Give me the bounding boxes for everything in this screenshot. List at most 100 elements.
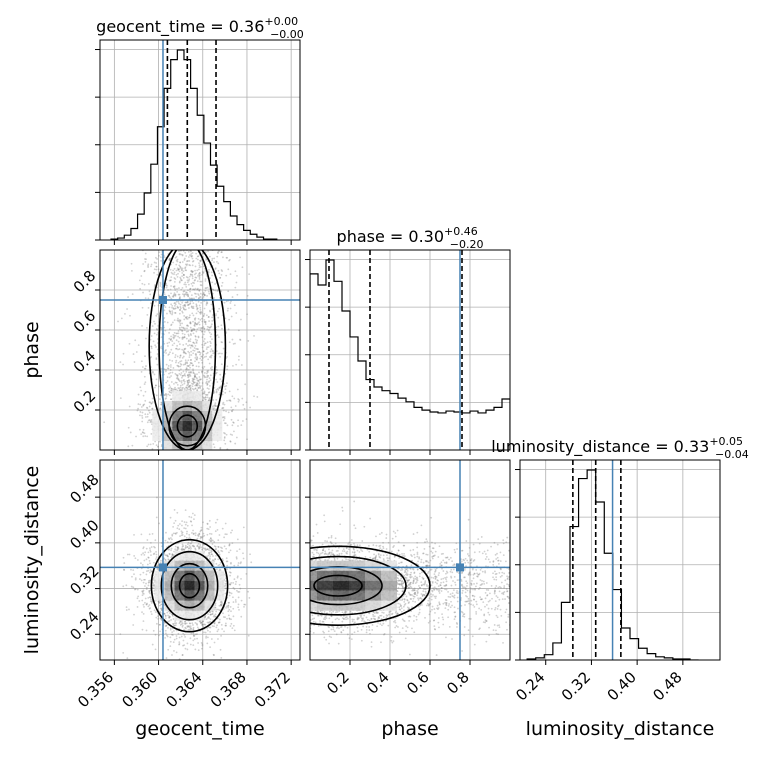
- scatter-point: [224, 584, 227, 587]
- scatter-point: [204, 251, 207, 253]
- scatter-point: [201, 326, 204, 329]
- scatter-point: [234, 442, 237, 445]
- scatter-point: [221, 407, 223, 410]
- scatter-point: [143, 605, 145, 608]
- scatter-point: [246, 294, 249, 297]
- scatter-point: [192, 270, 194, 273]
- scatter-point: [147, 596, 150, 599]
- scatter-point: [234, 342, 236, 345]
- scatter-point: [198, 351, 201, 354]
- scatter-point: [173, 271, 176, 274]
- scatter-point: [229, 307, 232, 310]
- scatter-point: [229, 625, 232, 627]
- scatter-point: [193, 634, 195, 636]
- scatter-point: [155, 268, 158, 271]
- scatter-point: [197, 348, 199, 351]
- scatter-point: [206, 636, 209, 639]
- scatter-point: [198, 323, 201, 326]
- scatter-point: [201, 361, 204, 364]
- scatter-point: [206, 286, 209, 289]
- scatter-point: [229, 574, 232, 577]
- scatter-point: [192, 341, 195, 344]
- scatter-point: [188, 375, 190, 378]
- scatter-point: [192, 371, 195, 374]
- scatter-point: [187, 383, 189, 386]
- scatter-point: [229, 440, 232, 442]
- scatter-point: [171, 631, 174, 633]
- scatter-point: [193, 376, 196, 379]
- scatter-point: [196, 258, 199, 261]
- scatter-point: [195, 305, 198, 308]
- scatter-point: [186, 374, 189, 377]
- scatter-point: [204, 342, 207, 345]
- scatter-point: [158, 601, 161, 604]
- scatter-point: [196, 382, 199, 385]
- scatter-point: [131, 293, 134, 296]
- scatter-point: [219, 378, 222, 381]
- scatter-point: [204, 270, 207, 272]
- scatter-point: [220, 290, 223, 293]
- scatter-point: [194, 269, 196, 272]
- scatter-point: [139, 462, 141, 464]
- scatter-point: [225, 433, 228, 436]
- scatter-point: [183, 548, 185, 551]
- scatter-point: [195, 382, 198, 385]
- scatter-point: [141, 411, 144, 414]
- scatter-point: [234, 286, 237, 289]
- scatter-point: [208, 328, 210, 331]
- scatter-point: [183, 387, 186, 390]
- scatter-point: [165, 284, 167, 287]
- scatter-point: [193, 514, 196, 517]
- scatter-point: [194, 375, 197, 378]
- scatter-point: [172, 615, 174, 617]
- scatter-point: [183, 351, 186, 354]
- scatter-point: [206, 382, 209, 385]
- scatter-point: [224, 616, 226, 619]
- scatter-point: [169, 268, 172, 271]
- scatter-point: [156, 496, 158, 499]
- scatter-point: [212, 615, 215, 618]
- scatter-point: [189, 386, 192, 389]
- scatter-point: [168, 259, 171, 261]
- scatter-point: [172, 296, 175, 298]
- scatter-point: [191, 524, 193, 527]
- scatter-point: [176, 306, 179, 309]
- scatter-point: [240, 561, 242, 564]
- scatter-point: [209, 367, 212, 370]
- scatter-point: [206, 627, 209, 630]
- scatter-point: [229, 571, 232, 574]
- scatter-point: [209, 342, 212, 345]
- scatter-point: [152, 582, 154, 585]
- scatter-point: [188, 386, 191, 388]
- scatter-point: [181, 275, 183, 277]
- scatter-point: [184, 292, 187, 295]
- scatter-point: [189, 375, 192, 377]
- scatter-point: [170, 389, 172, 392]
- scatter-point: [243, 603, 246, 606]
- scatter-point: [235, 580, 237, 583]
- scatter-point: [182, 349, 185, 352]
- scatter-point: [194, 387, 197, 390]
- scatter-point: [173, 273, 175, 276]
- scatter-point: [193, 324, 196, 327]
- scatter-point: [174, 301, 176, 304]
- scatter-point: [199, 546, 201, 548]
- scatter-point: [181, 254, 184, 257]
- scatter-point: [189, 290, 191, 293]
- scatter-point: [172, 333, 175, 336]
- scatter-point: [210, 461, 212, 463]
- scatter-point: [174, 303, 177, 306]
- scatter-point: [187, 294, 190, 297]
- scatter-point: [242, 557, 245, 560]
- scatter-point: [181, 654, 184, 657]
- scatter-point: [214, 405, 217, 408]
- scatter-point: [163, 394, 166, 396]
- scatter-point: [198, 321, 200, 324]
- scatter-point: [226, 568, 228, 571]
- scatter-point: [174, 381, 177, 384]
- scatter-point: [196, 388, 199, 391]
- scatter-point: [233, 430, 235, 433]
- scatter-point: [150, 347, 153, 350]
- scatter-point: [223, 301, 226, 304]
- scatter-point: [136, 559, 139, 561]
